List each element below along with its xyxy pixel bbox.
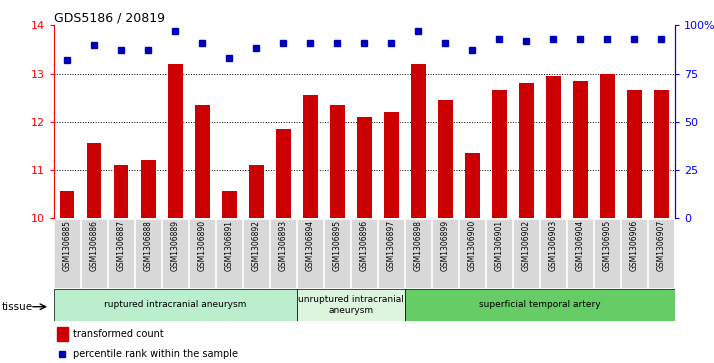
Bar <box>296 289 405 321</box>
Text: GSM1306906: GSM1306906 <box>630 220 639 271</box>
Bar <box>357 117 371 218</box>
FancyBboxPatch shape <box>567 219 593 288</box>
FancyBboxPatch shape <box>270 219 296 288</box>
FancyBboxPatch shape <box>378 219 404 288</box>
Text: unruptured intracranial
aneurysm: unruptured intracranial aneurysm <box>298 295 403 315</box>
Text: GSM1306898: GSM1306898 <box>413 220 423 271</box>
Bar <box>141 160 156 218</box>
Text: GSM1306899: GSM1306899 <box>441 220 450 271</box>
FancyBboxPatch shape <box>81 219 107 288</box>
Text: GSM1306904: GSM1306904 <box>575 220 585 271</box>
Text: GSM1306897: GSM1306897 <box>387 220 396 271</box>
Text: GSM1306888: GSM1306888 <box>144 220 153 271</box>
Text: GSM1306907: GSM1306907 <box>657 220 665 271</box>
Text: transformed count: transformed count <box>74 329 164 339</box>
FancyBboxPatch shape <box>594 219 620 288</box>
Text: GSM1306890: GSM1306890 <box>198 220 206 271</box>
Bar <box>519 83 533 218</box>
FancyBboxPatch shape <box>243 219 269 288</box>
Bar <box>573 81 588 218</box>
FancyBboxPatch shape <box>648 219 674 288</box>
FancyBboxPatch shape <box>513 219 539 288</box>
FancyBboxPatch shape <box>216 219 242 288</box>
Bar <box>627 90 642 218</box>
Bar <box>248 165 263 218</box>
Text: GSM1306893: GSM1306893 <box>278 220 288 271</box>
FancyBboxPatch shape <box>540 219 566 288</box>
Text: GSM1306891: GSM1306891 <box>225 220 233 271</box>
Bar <box>330 105 345 218</box>
FancyBboxPatch shape <box>189 219 215 288</box>
FancyBboxPatch shape <box>432 219 458 288</box>
FancyBboxPatch shape <box>621 219 647 288</box>
Bar <box>54 289 296 321</box>
Text: GSM1306894: GSM1306894 <box>306 220 315 271</box>
FancyBboxPatch shape <box>459 219 485 288</box>
Bar <box>600 73 615 218</box>
Bar <box>168 64 183 218</box>
Text: percentile rank within the sample: percentile rank within the sample <box>74 349 238 359</box>
Text: GSM1306901: GSM1306901 <box>495 220 503 271</box>
FancyBboxPatch shape <box>54 219 80 288</box>
Text: GSM1306903: GSM1306903 <box>548 220 558 271</box>
Bar <box>383 112 398 218</box>
Bar <box>114 165 129 218</box>
FancyBboxPatch shape <box>297 219 323 288</box>
Bar <box>195 105 209 218</box>
FancyBboxPatch shape <box>351 219 377 288</box>
Bar <box>60 191 74 218</box>
Text: GSM1306896: GSM1306896 <box>360 220 368 271</box>
Bar <box>545 76 560 218</box>
Text: GSM1306889: GSM1306889 <box>171 220 180 271</box>
Bar <box>221 191 236 218</box>
FancyBboxPatch shape <box>405 219 431 288</box>
Bar <box>492 90 507 218</box>
Text: GDS5186 / 20819: GDS5186 / 20819 <box>54 11 164 24</box>
FancyBboxPatch shape <box>324 219 350 288</box>
FancyBboxPatch shape <box>135 219 161 288</box>
Bar <box>56 327 68 341</box>
Text: GSM1306887: GSM1306887 <box>116 220 126 271</box>
Bar <box>303 95 318 218</box>
Text: tissue: tissue <box>1 302 33 312</box>
Bar <box>411 64 426 218</box>
Bar <box>654 90 668 218</box>
Text: superficial temporal artery: superficial temporal artery <box>479 301 600 309</box>
Text: ruptured intracranial aneurysm: ruptured intracranial aneurysm <box>104 301 246 309</box>
Text: GSM1306886: GSM1306886 <box>89 220 99 271</box>
Text: GSM1306895: GSM1306895 <box>333 220 341 271</box>
Text: GSM1306902: GSM1306902 <box>522 220 531 271</box>
Text: GSM1306900: GSM1306900 <box>468 220 477 271</box>
Bar <box>465 153 480 218</box>
Bar <box>405 289 675 321</box>
Bar <box>86 143 101 218</box>
Text: GSM1306885: GSM1306885 <box>63 220 71 271</box>
FancyBboxPatch shape <box>486 219 512 288</box>
Bar <box>276 129 291 218</box>
Text: GSM1306892: GSM1306892 <box>251 220 261 271</box>
FancyBboxPatch shape <box>162 219 188 288</box>
Bar <box>438 100 453 218</box>
FancyBboxPatch shape <box>108 219 134 288</box>
Text: GSM1306905: GSM1306905 <box>603 220 612 271</box>
